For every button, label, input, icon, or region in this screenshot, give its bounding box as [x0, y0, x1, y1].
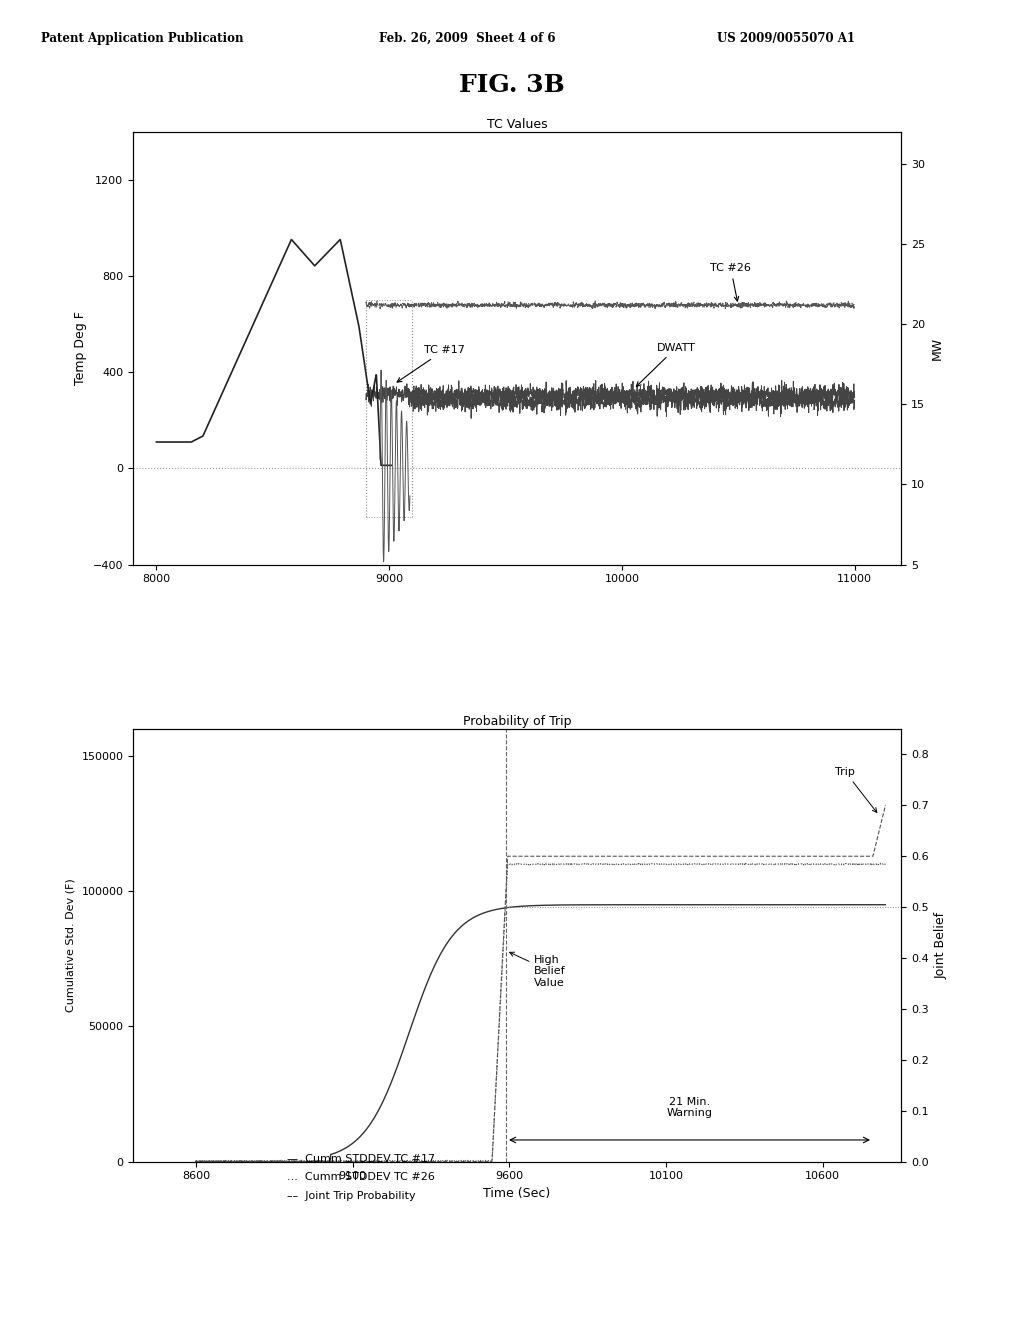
Text: ––  Joint Trip Probability: –– Joint Trip Probability: [287, 1191, 416, 1201]
Title: TC Values: TC Values: [486, 117, 548, 131]
Text: TC #17: TC #17: [397, 345, 465, 381]
Text: High
Belief
Value: High Belief Value: [510, 952, 566, 987]
Y-axis label: Temp Deg F: Temp Deg F: [75, 312, 87, 385]
Text: Trip: Trip: [836, 767, 877, 813]
Text: —  Cumm STDDEV TC #17: — Cumm STDDEV TC #17: [287, 1154, 435, 1164]
Y-axis label: MW: MW: [931, 337, 943, 360]
Text: ...  Cumm STDDEV TC #26: ... Cumm STDDEV TC #26: [287, 1172, 434, 1183]
Text: 21 Min.
Warning: 21 Min. Warning: [667, 1097, 713, 1118]
Title: Probability of Trip: Probability of Trip: [463, 715, 571, 727]
Y-axis label: Cumulative Std. Dev (F): Cumulative Std. Dev (F): [66, 878, 76, 1012]
Text: TC #26: TC #26: [711, 264, 752, 301]
Text: US 2009/0055070 A1: US 2009/0055070 A1: [717, 32, 855, 45]
Text: Patent Application Publication: Patent Application Publication: [41, 32, 244, 45]
Y-axis label: Joint Belief: Joint Belief: [934, 912, 947, 979]
Text: DWATT: DWATT: [636, 343, 695, 387]
Text: Feb. 26, 2009  Sheet 4 of 6: Feb. 26, 2009 Sheet 4 of 6: [379, 32, 555, 45]
Text: FIG. 3B: FIG. 3B: [459, 74, 565, 98]
X-axis label: Time (Sec): Time (Sec): [483, 1187, 551, 1200]
